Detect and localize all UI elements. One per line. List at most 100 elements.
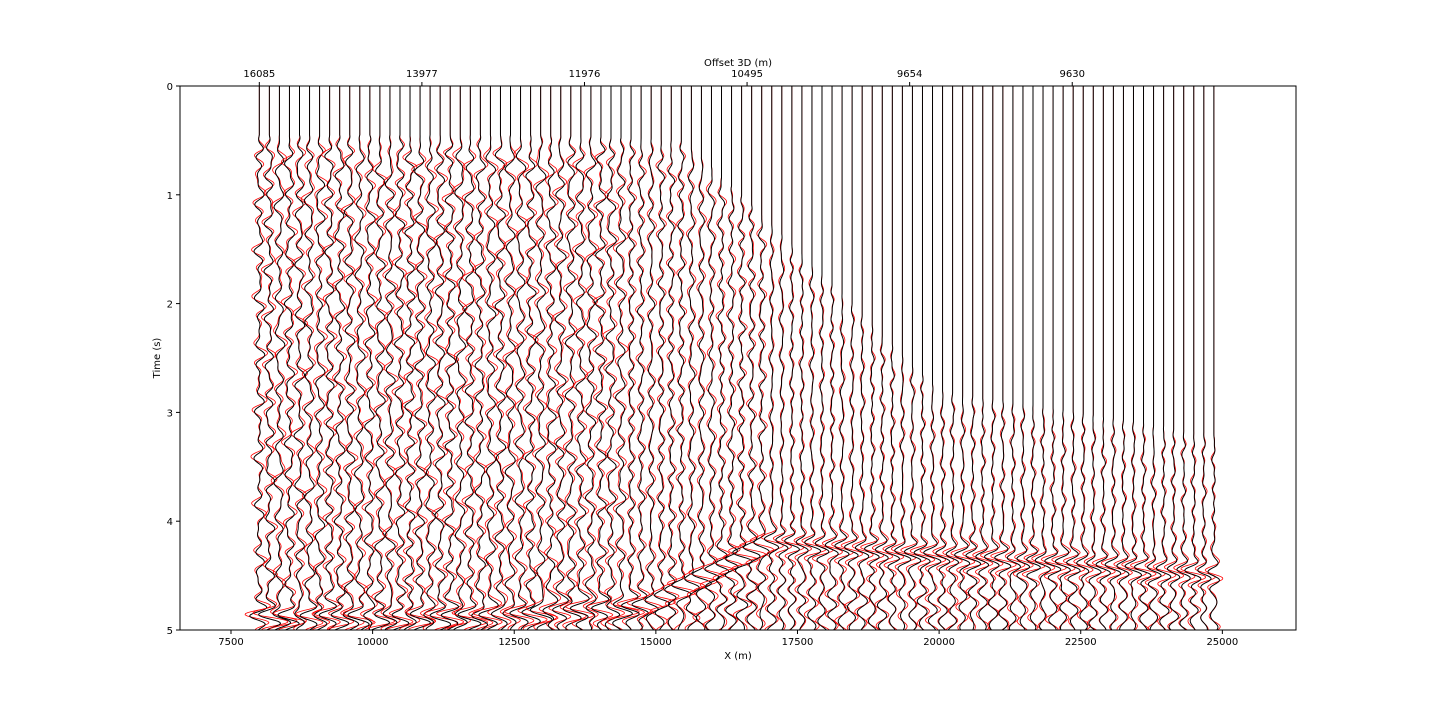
top-tick-label: 13977 xyxy=(406,69,438,80)
trace-red xyxy=(582,86,600,631)
y-tick-label: 0 xyxy=(167,82,173,93)
y-tick-label: 4 xyxy=(167,517,173,528)
trace-black xyxy=(313,86,328,631)
trace-red xyxy=(1144,86,1166,631)
y-axis-label: Time (s) xyxy=(152,338,163,380)
x-tick-label: 17500 xyxy=(782,637,814,648)
trace-black xyxy=(1116,86,1130,631)
y-tick-label: 5 xyxy=(167,626,173,637)
trace-black xyxy=(453,86,468,631)
trace-red xyxy=(559,86,587,631)
trace-black xyxy=(664,86,677,631)
trace-black xyxy=(1086,86,1102,631)
x-tick-label: 12500 xyxy=(498,637,530,648)
trace-red xyxy=(385,86,414,631)
top-axis-label: Offset 3D (m) xyxy=(704,58,772,69)
trace-black xyxy=(965,86,982,631)
trace-black xyxy=(1054,86,1071,631)
trace-black xyxy=(604,86,621,631)
trace-red xyxy=(446,86,471,631)
y-tick-label: 2 xyxy=(167,300,173,311)
trace-black xyxy=(945,86,960,631)
trace-black xyxy=(1095,86,1111,631)
trace-black xyxy=(612,86,634,631)
trace-black xyxy=(293,86,306,631)
x-tick-label: 7500 xyxy=(218,637,243,648)
trace-black xyxy=(644,86,659,631)
trace-black xyxy=(1166,86,1181,631)
trace-black xyxy=(1066,86,1081,631)
trace-black xyxy=(631,86,649,631)
axes: 7500 10000 12500 15000 17500 20000 22500 25000 0… xyxy=(167,69,1239,648)
trace-red xyxy=(342,86,376,631)
trace-black xyxy=(621,86,640,631)
trace-black xyxy=(249,86,268,631)
trace-red xyxy=(517,86,548,631)
trace-black xyxy=(478,86,499,631)
trace-black xyxy=(591,86,610,631)
trace-black xyxy=(795,86,809,631)
trace-black xyxy=(763,86,780,631)
trace-black xyxy=(471,86,489,631)
trace-black xyxy=(923,86,942,631)
trace-black xyxy=(1076,86,1090,631)
trace-red xyxy=(295,86,324,631)
trace-black xyxy=(502,86,517,631)
trace-black xyxy=(994,86,1012,631)
trace-black xyxy=(569,86,590,631)
trace-black xyxy=(1197,86,1212,631)
trace-black xyxy=(423,86,436,631)
trace-red xyxy=(380,86,401,631)
trace-red xyxy=(979,86,1004,631)
trace-black xyxy=(1104,86,1122,631)
trace-black xyxy=(671,86,692,631)
trace-red xyxy=(273,86,306,631)
trace-black xyxy=(715,86,730,631)
trace-black xyxy=(1155,86,1172,631)
trace-black xyxy=(299,86,318,631)
trace-black xyxy=(562,86,582,631)
trace-red xyxy=(472,86,503,631)
trace-black xyxy=(854,86,870,631)
trace-black xyxy=(371,86,391,631)
trace-black xyxy=(874,86,889,631)
trace-red xyxy=(244,86,271,631)
trace-black xyxy=(1124,86,1142,631)
x-axis-label: X (m) xyxy=(724,651,752,662)
x-tick-label: 15000 xyxy=(640,637,672,648)
trace-black xyxy=(542,86,559,631)
trace-red xyxy=(781,86,805,631)
trace-black xyxy=(1133,86,1152,631)
trace-black xyxy=(429,86,452,631)
trace-black xyxy=(684,86,700,631)
trace-red xyxy=(1092,86,1116,631)
trace-black xyxy=(843,86,859,631)
y-tick-label: 3 xyxy=(167,408,173,419)
trace-black xyxy=(864,86,880,631)
trace-black xyxy=(1146,86,1162,631)
trace-black xyxy=(775,86,789,631)
trace-black xyxy=(457,86,482,631)
trace-red xyxy=(487,86,512,631)
trace-black xyxy=(552,86,569,631)
trace-black xyxy=(347,86,370,631)
trace-black xyxy=(318,86,337,631)
trace-black xyxy=(585,86,597,631)
trace-red xyxy=(311,86,331,631)
trace-black xyxy=(975,86,990,631)
trace-black xyxy=(440,86,459,631)
top-tick-label: 9630 xyxy=(1060,69,1085,80)
trace-black xyxy=(391,86,410,631)
trace-red xyxy=(468,86,494,631)
trace-black xyxy=(363,86,376,631)
trace-black xyxy=(704,86,720,631)
trace-black xyxy=(509,86,529,631)
trace-black xyxy=(953,86,971,631)
y-tick-label: 1 xyxy=(167,191,173,202)
trace-black xyxy=(382,86,398,631)
trace-black xyxy=(1016,86,1031,631)
trace-red xyxy=(364,86,396,631)
trace-black xyxy=(342,86,359,631)
trace-red xyxy=(548,86,572,631)
